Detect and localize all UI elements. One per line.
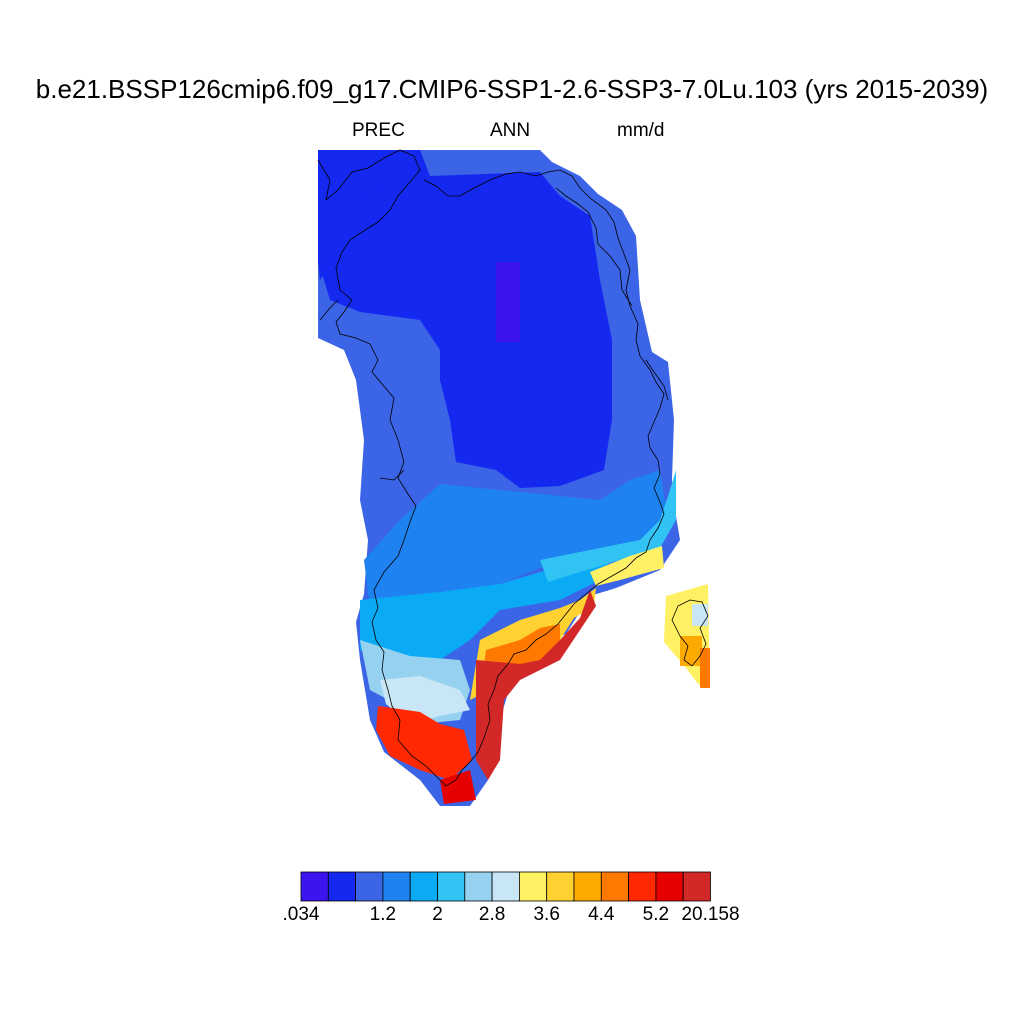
colorbar-box <box>382 871 411 902</box>
colorbar-box <box>546 871 575 902</box>
colorbar-box <box>628 871 657 902</box>
colorbar-tick-label: 5.2 <box>642 904 670 925</box>
iceland-cell <box>700 648 710 688</box>
colorbar-tick-label: .034 <box>282 904 320 925</box>
colorbar-box <box>355 871 384 902</box>
south-tip-darkred <box>440 770 476 804</box>
colorbar-tick-label: 4.4 <box>588 904 615 925</box>
colorbar-tick-label: 20.158 <box>681 904 740 925</box>
colorbar-tick-label: 1.2 <box>369 904 397 925</box>
southeast-max <box>476 590 596 780</box>
colorbar-box <box>300 871 329 902</box>
colorbar-box <box>327 871 356 902</box>
plot-title: b.e21.BSSP126cmip6.f09_g17.CMIP6-SSP1-2.… <box>35 74 989 104</box>
coastline-iceland <box>671 599 709 667</box>
colorbar-box <box>491 871 520 902</box>
colorbar-tick-label: 2.8 <box>478 904 506 925</box>
precip-field <box>318 150 710 806</box>
colorbar-box <box>600 871 629 902</box>
northwest-coast <box>318 160 420 280</box>
colorbar-box <box>437 871 466 902</box>
iceland-cell <box>692 604 708 626</box>
season-label: ANN <box>490 120 531 141</box>
coastline-east-inlet <box>319 187 669 481</box>
colorbar-box <box>682 871 711 902</box>
interior-low-precip <box>318 150 612 488</box>
variable-label: PREC <box>352 120 405 141</box>
colorbar-box <box>655 871 684 902</box>
colorbar-box <box>409 871 438 902</box>
south-band <box>360 560 610 670</box>
coastline <box>317 149 665 787</box>
colorbar-box <box>464 871 493 902</box>
units-label: mm/d <box>617 120 665 141</box>
coast-orange <box>478 624 560 720</box>
southeast-warm <box>590 546 664 586</box>
southeast-coast-band <box>540 470 676 582</box>
colorbar-box <box>519 871 548 902</box>
colorbar-tick-label: 2 <box>432 904 443 925</box>
colorbar-box <box>573 871 602 902</box>
south-tip-red <box>376 706 472 780</box>
middle-band <box>364 470 668 610</box>
minimum-precip-cell <box>496 262 520 342</box>
colorbar-tick-label: 3.6 <box>533 904 560 925</box>
